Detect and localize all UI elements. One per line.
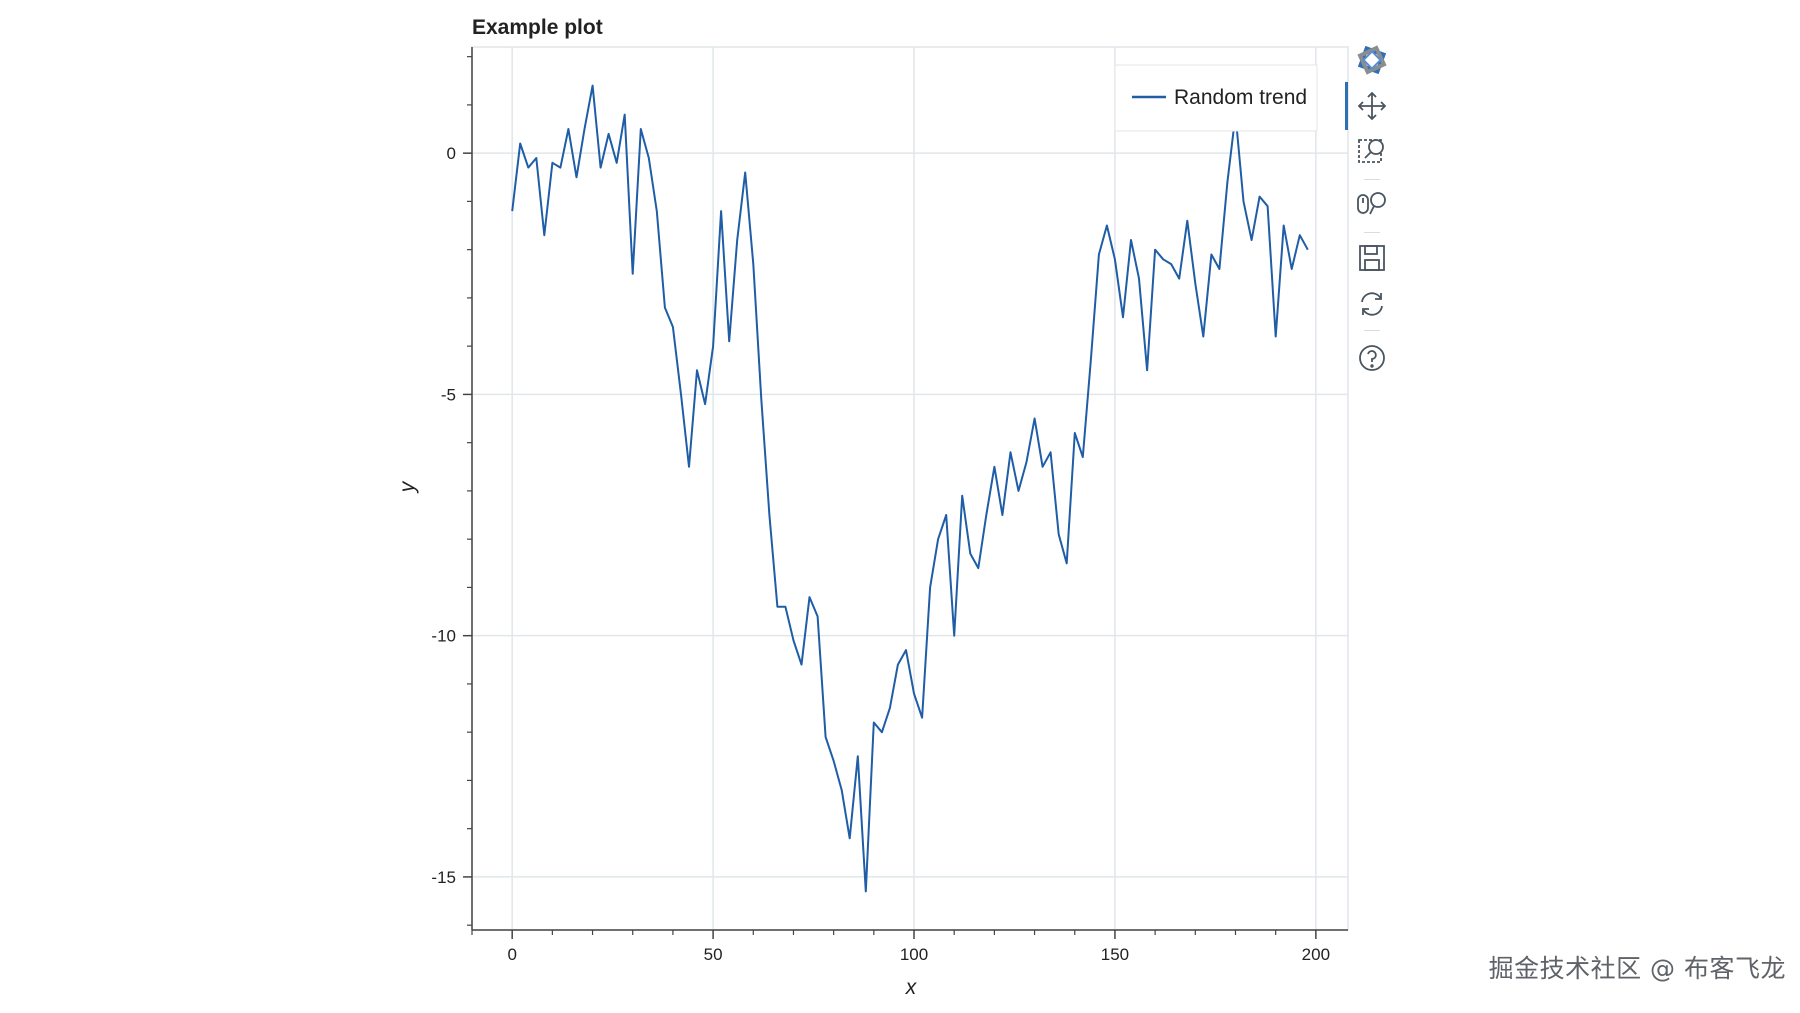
axes: 0 50 100 150 200 0 -5 -10 -15	[431, 47, 1348, 964]
save-tool-icon[interactable]	[1347, 238, 1397, 278]
toolbar-divider	[1364, 330, 1380, 331]
legend: Random trend	[1114, 64, 1318, 132]
x-tick-label: 150	[1101, 945, 1129, 964]
help-tool-icon[interactable]	[1347, 338, 1397, 378]
box-zoom-tool-icon[interactable]	[1347, 132, 1397, 172]
x-tick-label: 100	[900, 945, 928, 964]
y-tick-label: -10	[431, 627, 456, 646]
series-layer	[511, 84, 1309, 893]
x-axis-label: x	[905, 976, 918, 999]
legend-label: Random trend	[1174, 86, 1307, 109]
x-tick-label: 200	[1302, 945, 1330, 964]
watermark: 掘金技术社区 @ 布客飞龙	[1488, 954, 1786, 983]
y-tick-label: -15	[431, 868, 456, 887]
toolbar-divider	[1364, 232, 1380, 233]
toolbar-divider	[1364, 179, 1380, 180]
grid	[471, 46, 1349, 931]
x-tick-label: 0	[507, 945, 516, 964]
plot-toolbar	[1345, 40, 1397, 390]
plot-frame	[471, 46, 1349, 931]
series-line-random-trend	[511, 84, 1309, 893]
active-tool-indicator	[1345, 82, 1348, 130]
reset-tool-icon[interactable]	[1347, 284, 1397, 324]
y-tick-label: -5	[441, 385, 456, 404]
chart-title: Example plot	[472, 16, 603, 39]
x-tick-label: 50	[704, 945, 723, 964]
bokeh-logo-icon[interactable]	[1347, 40, 1397, 80]
y-axis-label: y	[396, 480, 419, 494]
pan-tool-icon[interactable]	[1347, 86, 1397, 126]
y-tick-label: 0	[447, 144, 456, 163]
wheel-zoom-tool-icon[interactable]	[1347, 184, 1397, 224]
